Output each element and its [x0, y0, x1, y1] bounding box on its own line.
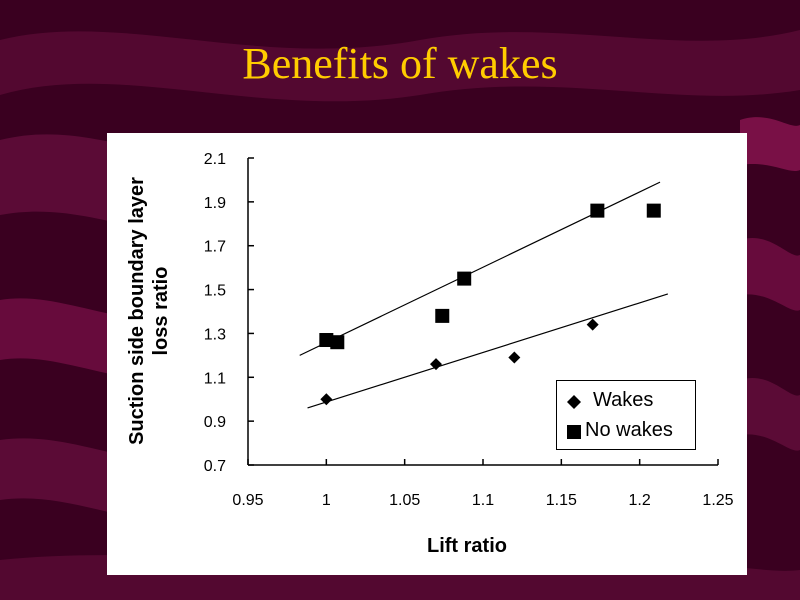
y-axis-label: Suction side boundary layer loss ratio — [126, 177, 172, 445]
x-tick-label: 1 — [322, 492, 331, 509]
slide-title: Benefits of wakes — [242, 39, 558, 88]
trendlines — [299, 181, 669, 409]
y-tick-label: 1.1 — [204, 370, 226, 387]
x-tick-label: 1.25 — [702, 492, 733, 509]
x-tick-label: 1.2 — [629, 492, 651, 509]
point-wakes — [320, 393, 333, 406]
trendline-wakes — [307, 293, 669, 409]
point-no-wakes — [646, 203, 661, 218]
y-tick-label: 0.9 — [204, 414, 226, 431]
x-tick-label: 1.1 — [472, 492, 494, 509]
trendline-no-wakes — [299, 181, 661, 356]
y-tick-label: 2.1 — [204, 151, 226, 168]
x-tick-label: 0.95 — [232, 492, 263, 509]
legend: Wakes No wakes — [556, 380, 696, 450]
y-tick-label: 1.5 — [204, 283, 226, 300]
chart-panel: 0.7 0.9 1.1 1.3 1.5 1.7 1.9 2.1 0.95 1 1.05 1.1 1.15… — [107, 133, 747, 575]
y-tick-label: 0.7 — [204, 458, 226, 475]
point-no-wakes — [590, 203, 605, 218]
point-wakes — [430, 358, 442, 371]
point-wakes — [508, 351, 521, 364]
tick-labels: 0.7 0.9 1.1 1.3 1.5 1.7 1.9 2.1 0.95 1 1.05 1.1 1.15… — [204, 151, 734, 509]
y-tick-label: 1.9 — [204, 195, 226, 212]
square-marker-icon — [567, 425, 581, 439]
y-tick-label: 1.3 — [204, 326, 226, 343]
point-no-wakes — [330, 335, 345, 350]
point-no-wakes — [319, 333, 334, 348]
x-axis-label: Lift ratio — [427, 535, 507, 557]
legend-label-no-wakes: No wakes — [585, 419, 673, 441]
x-tick-label: 1.05 — [389, 492, 420, 509]
diamond-marker-icon — [567, 395, 581, 409]
x-tick-label: 1.15 — [546, 492, 577, 509]
point-no-wakes — [435, 308, 450, 323]
legend-label-wakes: Wakes — [593, 389, 654, 411]
axes — [247, 157, 719, 466]
point-wakes — [586, 318, 599, 331]
data-points — [319, 203, 661, 406]
scatter-chart: 0.7 0.9 1.1 1.3 1.5 1.7 1.9 2.1 0.95 1 1.05 1.1 1.15… — [204, 151, 734, 509]
y-tick-label: 1.7 — [204, 239, 226, 256]
point-no-wakes — [457, 271, 472, 286]
